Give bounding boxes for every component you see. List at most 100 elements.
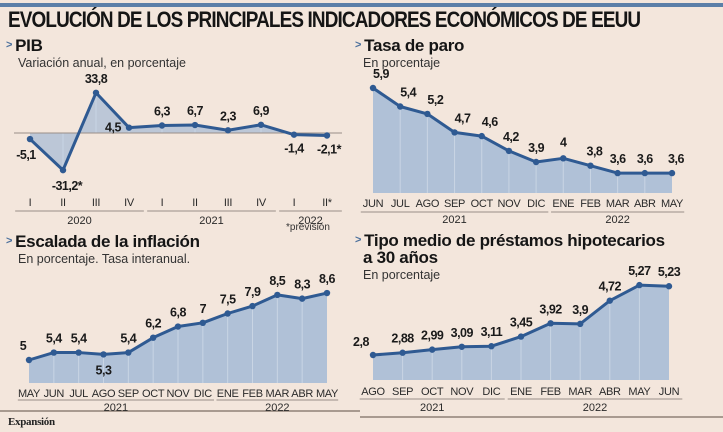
pib-subtitle: Variación anual, en porcentaje	[18, 56, 186, 70]
inflacion-title: > Escalada de la inflación	[6, 232, 200, 252]
inflacion-x-tick: ENE	[217, 388, 239, 400]
inflacion-data-label: 6,8	[170, 306, 186, 320]
hipotecas-data-label: 3,92	[539, 302, 562, 316]
paro-data-label: 4,2	[503, 130, 519, 144]
inflacion-data-label: 8,3	[294, 278, 310, 292]
pib-data-label: 6,7	[187, 104, 203, 118]
chevron-right-icon: >	[6, 39, 13, 51]
hipotecas-data-label: 2,88	[391, 332, 414, 346]
paro-x-tick: FEB	[580, 198, 601, 210]
hipotecas-x-tick: ABR	[599, 386, 621, 398]
hipotecas-x-tick: DIC	[482, 386, 500, 398]
pib-data-label: -5,1	[16, 148, 36, 162]
paro-title-text: Tasa de paro	[364, 36, 465, 55]
hipotecas-point	[665, 283, 673, 290]
inflacion-year-label: 2021	[104, 402, 128, 414]
paro-point	[587, 162, 594, 169]
inflacion-x-tick: AGO	[92, 388, 116, 400]
inflacion-point	[149, 334, 157, 341]
paro-data-label: 3,6	[637, 152, 653, 166]
hipotecas-data-label: 3,11	[481, 325, 503, 339]
hipotecas-x-tick: AGO	[361, 386, 385, 398]
pib-data-label: 4,5	[105, 121, 121, 135]
paro-point	[560, 155, 567, 162]
paro-x-tick: DIC	[527, 198, 545, 210]
hipotecas-x-tick: JUN	[659, 386, 680, 398]
pib-point	[158, 122, 166, 129]
pib-x-tick: II*	[322, 197, 333, 209]
pib-point	[59, 166, 67, 174]
paro-point	[369, 84, 377, 92]
inflacion-x-tick: DIC	[194, 388, 212, 400]
inflacion-x-tick: ABR	[291, 388, 313, 400]
inflacion-data-label: 6,2	[145, 317, 161, 331]
inflacion-data-label: 7,5	[220, 293, 236, 307]
pib-year-label: 2020	[67, 215, 91, 227]
paro-x-tick: SEP	[444, 198, 465, 210]
hipotecas-point	[517, 333, 525, 340]
chevron-right-icon: >	[355, 234, 362, 246]
inflacion-subtitle: En porcentaje. Tasa interanual.	[18, 252, 191, 266]
hipotecas-point	[399, 349, 406, 356]
pib-data-label: -2,1*	[317, 142, 342, 156]
inflacion-point	[100, 351, 107, 358]
inflacion-point	[125, 349, 132, 356]
paro-data-label: 3,9	[528, 141, 544, 155]
inflacion-data-label: 7,9	[245, 285, 261, 299]
pib-point	[224, 127, 232, 134]
pib-x-tick: III	[92, 197, 101, 209]
hipotecas-point	[636, 281, 643, 289]
paro-x-tick: JUL	[391, 198, 410, 210]
hipotecas-point	[488, 343, 495, 350]
pib-x-tick: IV	[124, 197, 135, 209]
hipotecas-point	[577, 320, 584, 328]
paro-point	[451, 129, 458, 136]
bottom-divider-right	[360, 416, 723, 418]
hipotecas-title-line1: Tipo medio de préstamos hipotecarios	[364, 231, 665, 250]
hipotecas-year-label: 2022	[583, 402, 607, 414]
hipotecas-x-tick: MAY	[628, 386, 651, 398]
paro-point	[641, 169, 649, 177]
top-accent-bar	[0, 3, 723, 7]
paro-data-label: 5,4	[400, 86, 416, 100]
inflacion-point	[274, 291, 281, 299]
paro-subtitle: En porcentaje	[363, 56, 441, 70]
pib-area	[30, 92, 327, 171]
pib-data-label: 2,3	[220, 109, 236, 123]
pib-point	[290, 131, 298, 138]
hipotecas-point	[369, 351, 377, 359]
inflacion-point	[75, 349, 82, 356]
inflacion-x-tick: MAY	[316, 388, 339, 400]
paro-data-label: 3,6	[610, 152, 626, 166]
inflacion-title-text: Escalada de la inflación	[15, 232, 200, 251]
hipotecas-year-label: 2021	[420, 402, 444, 414]
pib-data-label: 6,9	[253, 104, 269, 118]
pib-year-label: 2021	[199, 215, 223, 227]
pib-x-tick: II	[192, 197, 198, 209]
inflacion-point	[199, 319, 207, 326]
inflacion-data-label: 8,5	[269, 274, 285, 288]
paro-year-label: 2022	[605, 214, 629, 226]
hipotecas-data-label: 4,72	[599, 280, 622, 294]
paro-x-tick: JUN	[363, 198, 384, 210]
hipotecas-x-tick: NOV	[450, 386, 474, 398]
paro-point	[668, 169, 676, 177]
inflacion-point	[25, 356, 33, 364]
hipotecas-point	[547, 320, 554, 327]
pib-point	[323, 132, 331, 139]
paro-x-tick: AGO	[416, 198, 440, 210]
bottom-divider-left	[0, 410, 360, 412]
inflacion-data-label: 5	[20, 339, 27, 353]
inflacion-point	[174, 323, 182, 330]
hipotecas-x-tick: OCT	[421, 386, 444, 398]
inflacion-data-label: 8,6	[319, 272, 335, 286]
hipotecas-title: > Tipo medio de préstamos hipotecarios a 3…	[355, 232, 665, 266]
chevron-right-icon: >	[6, 235, 13, 247]
paro-x-tick: NOV	[497, 198, 521, 210]
pib-data-label: 6,3	[154, 105, 170, 119]
pib-title: > PIB	[6, 36, 43, 56]
pib-x-tick: III	[224, 197, 233, 209]
inflacion-x-tick: MAY	[18, 388, 41, 400]
hipotecas-x-tick: MAR	[568, 386, 592, 398]
